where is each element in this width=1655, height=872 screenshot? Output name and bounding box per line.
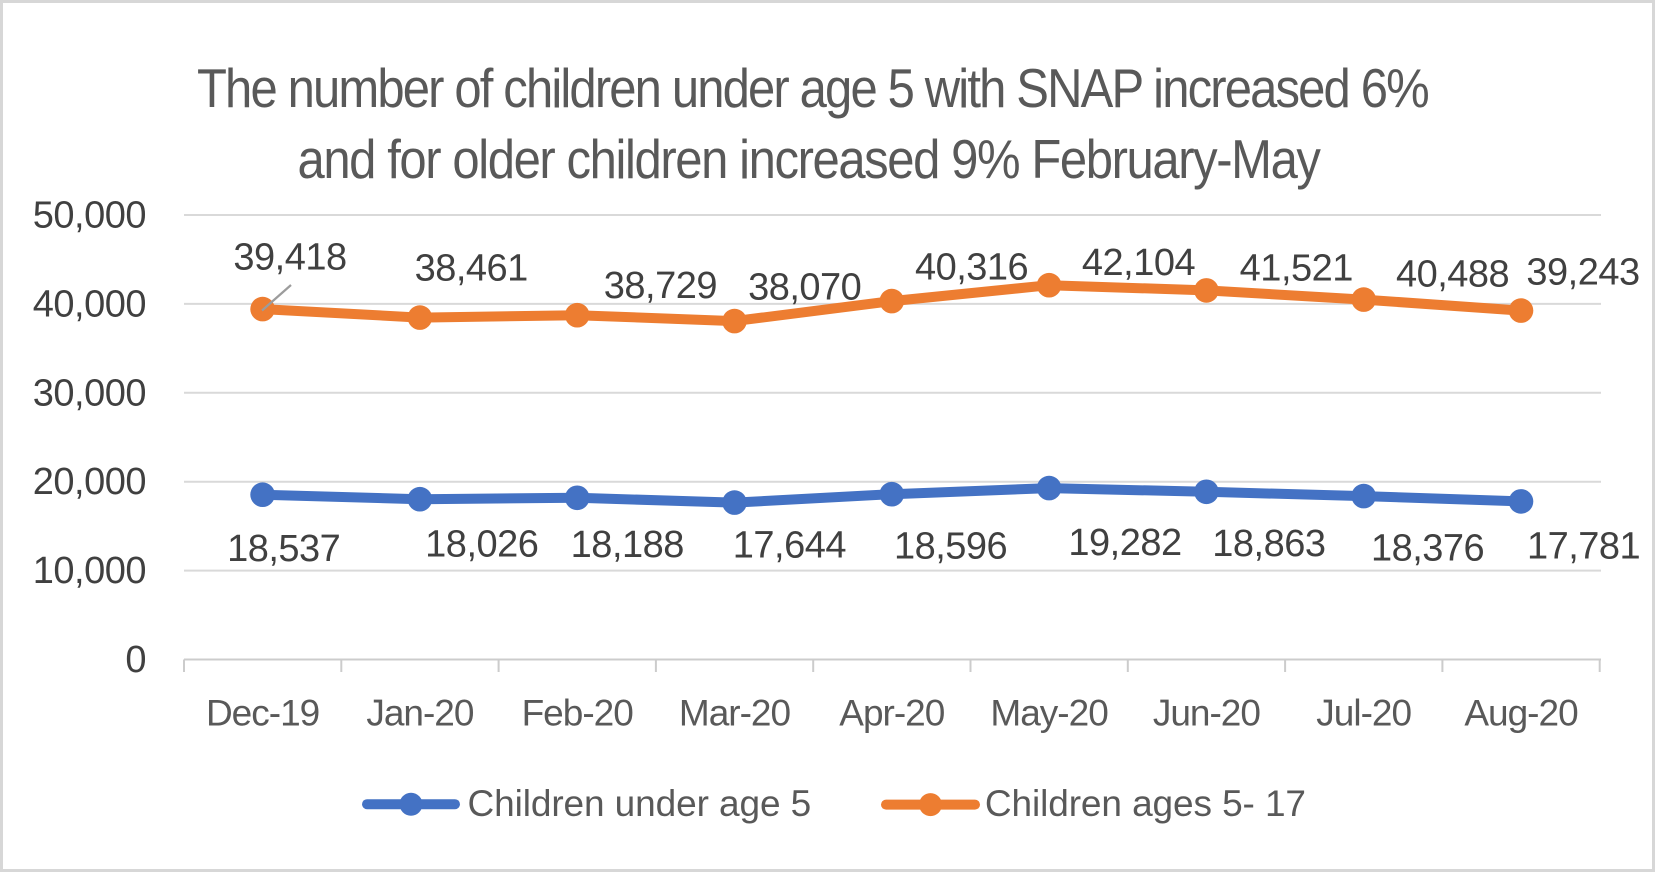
svg-text:Aug-20: Aug-20 <box>1464 692 1578 733</box>
svg-text:18,188: 18,188 <box>571 524 684 566</box>
svg-text:17,644: 17,644 <box>733 525 847 567</box>
svg-text:38,461: 38,461 <box>415 248 528 290</box>
svg-text:Jul-20: Jul-20 <box>1316 692 1411 733</box>
svg-text:19,282: 19,282 <box>1068 522 1181 564</box>
svg-text:40,488: 40,488 <box>1396 253 1509 295</box>
svg-text:38,070: 38,070 <box>748 266 861 308</box>
svg-text:20,000: 20,000 <box>33 461 146 503</box>
svg-text:10,000: 10,000 <box>33 550 146 592</box>
svg-text:40,316: 40,316 <box>915 246 1028 288</box>
svg-text:Dec-19: Dec-19 <box>206 692 319 733</box>
svg-text:Children under age 5: Children under age 5 <box>468 783 812 824</box>
svg-text:18,596: 18,596 <box>894 526 1007 568</box>
svg-text:39,243: 39,243 <box>1526 251 1639 293</box>
svg-text:Mar-20: Mar-20 <box>679 692 791 733</box>
svg-text:Children ages 5- 17: Children ages 5- 17 <box>985 783 1306 824</box>
svg-text:and for older children increas: and for older children increased 9% Febr… <box>297 129 1320 190</box>
svg-text:18,537: 18,537 <box>227 528 340 570</box>
svg-text:41,521: 41,521 <box>1240 248 1353 290</box>
svg-text:30,000: 30,000 <box>33 372 146 414</box>
svg-text:18,026: 18,026 <box>425 524 538 566</box>
svg-text:0: 0 <box>125 639 146 681</box>
svg-text:Jan-20: Jan-20 <box>366 692 474 733</box>
svg-text:38,729: 38,729 <box>604 265 717 307</box>
svg-text:39,418: 39,418 <box>233 236 346 278</box>
svg-text:18,376: 18,376 <box>1371 527 1484 569</box>
svg-text:40,000: 40,000 <box>33 283 146 325</box>
svg-text:18,863: 18,863 <box>1212 523 1325 565</box>
svg-text:Jun-20: Jun-20 <box>1153 692 1261 733</box>
svg-text:50,000: 50,000 <box>33 195 146 237</box>
svg-text:17,781: 17,781 <box>1527 526 1640 568</box>
svg-text:Feb-20: Feb-20 <box>522 692 634 733</box>
svg-text:May-20: May-20 <box>990 692 1108 733</box>
svg-text:Apr-20: Apr-20 <box>839 692 944 733</box>
svg-text:42,104: 42,104 <box>1082 242 1196 284</box>
svg-text:The number of children under a: The number of children under age 5 with … <box>197 58 1429 119</box>
